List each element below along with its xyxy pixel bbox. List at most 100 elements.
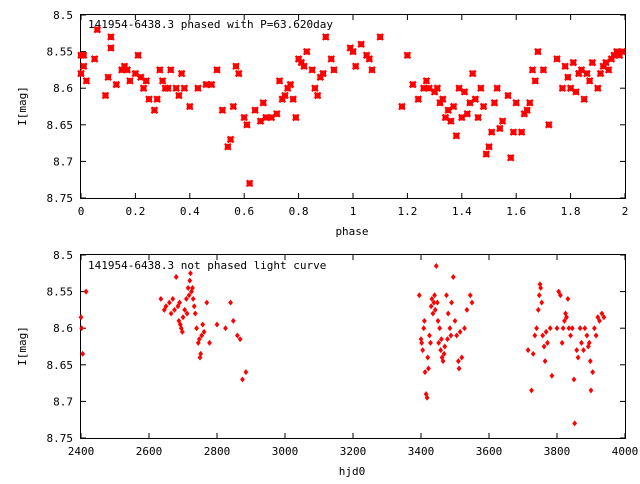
data-point [267,113,276,122]
data-point [554,325,560,332]
data-point [308,66,316,74]
data-point [607,55,616,63]
y-tick-label: 8.75 [47,192,74,205]
phased-light-curve-panel: 141954-6438.3 phased with P=63.620day ph… [16,9,628,238]
data-point [444,292,449,299]
data-point [107,33,115,41]
data-point [194,84,202,92]
data-point [534,47,542,56]
data-point [572,420,578,427]
data-point [200,321,206,328]
data-point [457,328,463,335]
data-point [240,113,248,122]
data-point [439,336,444,343]
data-point [456,365,462,372]
data-point [187,277,193,284]
data-point [316,73,325,81]
data-point [153,95,161,103]
data-point [536,292,542,299]
data-point [464,306,470,313]
data-point [445,310,451,317]
data-point [526,99,534,107]
x-tick-label: 2600 [136,445,163,458]
data-point [564,73,572,81]
data-point [243,369,249,376]
data-point [599,62,608,71]
data-point [564,314,569,321]
data-point [462,325,467,332]
data-point [539,66,548,74]
data-point [541,343,547,350]
data-point [426,365,431,372]
data-point [158,77,167,85]
data-point [207,339,212,346]
data-point [447,117,455,125]
data-point [529,387,534,394]
data-point [547,325,553,332]
data-point [441,113,450,122]
data-point [184,310,190,317]
data-point [163,303,169,310]
x-tick-label: 4000 [612,445,639,458]
data-point [466,99,474,107]
data-point [433,84,442,92]
data-point [440,358,446,365]
data-point [579,339,584,346]
data-point [101,91,110,100]
data-point [104,73,112,81]
data-point [218,106,227,114]
data-point [594,84,602,92]
data-point [601,314,607,321]
data-point [376,33,384,41]
data-point [599,310,605,317]
data-point [467,292,473,299]
data-point [543,328,549,335]
data-point [534,325,539,332]
data-point [319,69,327,78]
data-point [590,369,596,376]
data-point [292,113,300,122]
data-point [438,347,444,354]
x-tick-label: 0.4 [180,205,200,218]
data-point [482,150,491,158]
data-point [549,372,555,379]
data-point [487,128,496,136]
data-point [562,317,567,324]
data-point [428,303,434,310]
data-point [520,110,529,118]
data-point [442,343,448,350]
y-tick-label: 8.6 [53,82,73,95]
data-point [566,84,575,92]
x-tick-label: 1.2 [397,205,417,218]
data-point [586,339,592,346]
data-point [445,336,450,343]
data-point [93,25,102,34]
data-point [175,91,183,100]
x-tick-label: 3200 [340,445,367,458]
data-point [566,325,572,332]
data-point [182,306,188,313]
data-point [131,69,140,78]
data-point [602,58,610,67]
x-tick-label: 1.6 [506,205,526,218]
data-point [419,339,425,346]
y-tick-label: 8.5 [53,9,73,22]
data-point [429,295,435,302]
x-tick-label: 2800 [204,445,231,458]
data-point [558,292,563,299]
data-point [194,325,199,332]
data-point [595,314,601,321]
data-point [583,69,591,78]
data-point [223,325,228,332]
data-point [232,62,240,71]
data-point [509,128,518,136]
data-point [172,306,177,313]
data-point [432,292,437,299]
data-point [230,317,236,324]
data-point [588,58,597,67]
y-ticks-unphased: 8.5 8.55 8.6 8.65 8.7 8.75 [47,249,625,445]
data-point [420,347,426,354]
plot-frame-phased [80,14,626,199]
data-point [545,339,550,346]
